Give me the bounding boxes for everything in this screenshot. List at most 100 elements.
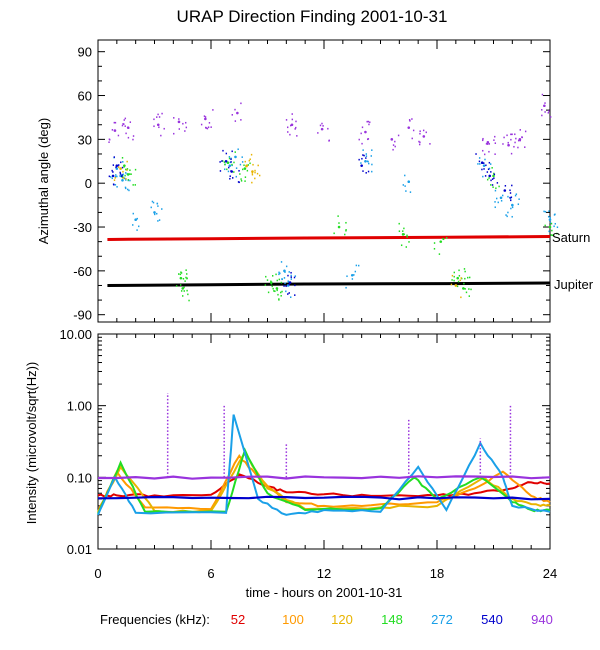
azimuth-point-cluster <box>285 285 287 288</box>
azimuth-point-cluster <box>408 241 410 243</box>
azimuth-point-cluster <box>400 244 403 247</box>
azimuth-point-cluster <box>175 285 178 287</box>
azimuth-point-cluster <box>278 278 281 281</box>
azimuth-point-cluster <box>125 168 127 171</box>
azimuth-point-cluster <box>249 162 251 165</box>
azimuth-series-940-khz <box>108 93 552 156</box>
azimuth-point-cluster <box>128 173 131 175</box>
azimuth-point-cluster <box>180 271 182 274</box>
azimuth-point-cluster <box>270 282 273 285</box>
azimuth-point-cluster <box>361 126 364 129</box>
azimuth-point <box>511 203 514 207</box>
azimuth-point-cluster <box>346 275 348 278</box>
azimuth-point-cluster <box>438 253 441 255</box>
azimuth-point-cluster <box>240 102 242 105</box>
azimuth-point-cluster <box>251 172 254 174</box>
azimuth-point-cluster <box>233 161 235 164</box>
azimuth-point-cluster <box>496 197 498 200</box>
azimuth-point <box>119 167 122 170</box>
azimuth-point-cluster <box>163 127 165 130</box>
azimuth-point-cluster <box>544 111 546 113</box>
azimuth-point-cluster <box>405 190 407 192</box>
azimuth-point-cluster <box>184 130 186 132</box>
azimuth-point-cluster <box>212 109 214 111</box>
azimuth-point-cluster <box>510 199 512 202</box>
azimuth-point-cluster <box>498 185 500 188</box>
azimuth-point <box>462 287 465 290</box>
azimuth-point-cluster <box>208 122 211 124</box>
azimuth-point-cluster <box>276 289 278 292</box>
azimuth-point-cluster <box>453 275 455 278</box>
azimuth-point-cluster <box>125 178 127 180</box>
azimuth-point-cluster <box>524 146 526 148</box>
azimuth-point-cluster <box>154 213 156 216</box>
azimuth-point-cluster <box>351 278 354 280</box>
azimuth-point-cluster <box>477 163 479 165</box>
azimuth-series-120-khz <box>113 153 462 299</box>
azimuth-point-cluster <box>150 206 152 209</box>
azimuth-point-cluster <box>116 186 118 188</box>
azimuth-point-cluster <box>288 292 290 294</box>
azimuth-point-cluster <box>120 161 122 164</box>
azimuth-point-cluster <box>161 112 163 115</box>
azimuth-point-cluster <box>257 164 259 167</box>
azimuth-point <box>456 276 460 280</box>
azimuth-point-cluster <box>231 163 233 166</box>
azimuth-point-cluster <box>294 128 296 130</box>
azimuth-point-cluster <box>289 133 291 136</box>
azimuth-point-cluster <box>114 177 116 179</box>
azimuth-point-cluster <box>123 123 125 125</box>
azimuth-point-cluster <box>541 109 543 111</box>
azimuth-point-cluster <box>132 224 134 226</box>
azimuth-point-cluster <box>358 138 360 141</box>
azimuth-point-cluster <box>112 171 114 173</box>
azimuth-point-cluster <box>285 265 288 268</box>
azimuth-point-cluster <box>550 234 553 236</box>
azimuth-point-cluster <box>481 139 484 142</box>
azimuth-point-cluster <box>450 283 453 286</box>
azimuth-point-cluster <box>129 121 132 123</box>
azimuth-point <box>320 127 324 131</box>
azimuth-point-cluster <box>515 193 518 196</box>
azimuth-ytick-label: -30 <box>73 220 92 235</box>
azimuth-y-axis-label: Azimuthal angle (deg) <box>36 118 51 244</box>
azimuth-point-cluster <box>397 134 400 137</box>
azimuth-point-cluster <box>221 160 223 162</box>
azimuth-point-cluster <box>210 126 212 128</box>
azimuth-point-cluster <box>136 217 138 220</box>
frequency-legend-title: Frequencies (kHz): <box>100 612 210 627</box>
azimuth-point-cluster <box>549 216 551 219</box>
azimuth-point-cluster <box>285 290 287 293</box>
azimuth-point-cluster <box>513 145 515 148</box>
azimuth-point <box>548 218 552 222</box>
x-tick-label: 6 <box>207 566 214 581</box>
azimuth-point-cluster <box>127 127 130 129</box>
azimuth-point-cluster <box>287 274 289 277</box>
azimuth-point-cluster <box>328 140 330 142</box>
azimuth-point-cluster <box>280 294 282 297</box>
azimuth-point-cluster <box>290 278 292 280</box>
azimuth-point-cluster <box>237 148 239 151</box>
azimuth-point-cluster <box>510 196 513 199</box>
azimuth-point-cluster <box>345 229 347 232</box>
azimuth-point-cluster <box>132 184 134 186</box>
azimuth-point-cluster <box>244 160 246 163</box>
azimuth-point-cluster <box>233 171 235 173</box>
azimuth-point-cluster <box>121 157 124 159</box>
azimuth-point-cluster <box>412 129 415 132</box>
azimuth-point-cluster <box>510 207 512 210</box>
azimuth-point-cluster <box>365 157 367 159</box>
azimuth-point-cluster <box>442 238 445 241</box>
azimuth-point-cluster <box>459 279 461 282</box>
azimuth-point-cluster <box>458 269 460 272</box>
azimuth-point-cluster <box>235 167 238 169</box>
azimuth-point-cluster <box>111 169 113 172</box>
azimuth-point-cluster <box>264 284 267 286</box>
azimuth-point <box>480 161 484 165</box>
azimuth-point-cluster <box>290 296 292 299</box>
azimuth-point-cluster <box>126 168 129 170</box>
azimuth-point-cluster <box>453 271 455 274</box>
azimuth-point-cluster <box>496 182 499 184</box>
azimuth-series-272-khz <box>109 148 559 299</box>
azimuth-point-cluster <box>279 272 281 275</box>
